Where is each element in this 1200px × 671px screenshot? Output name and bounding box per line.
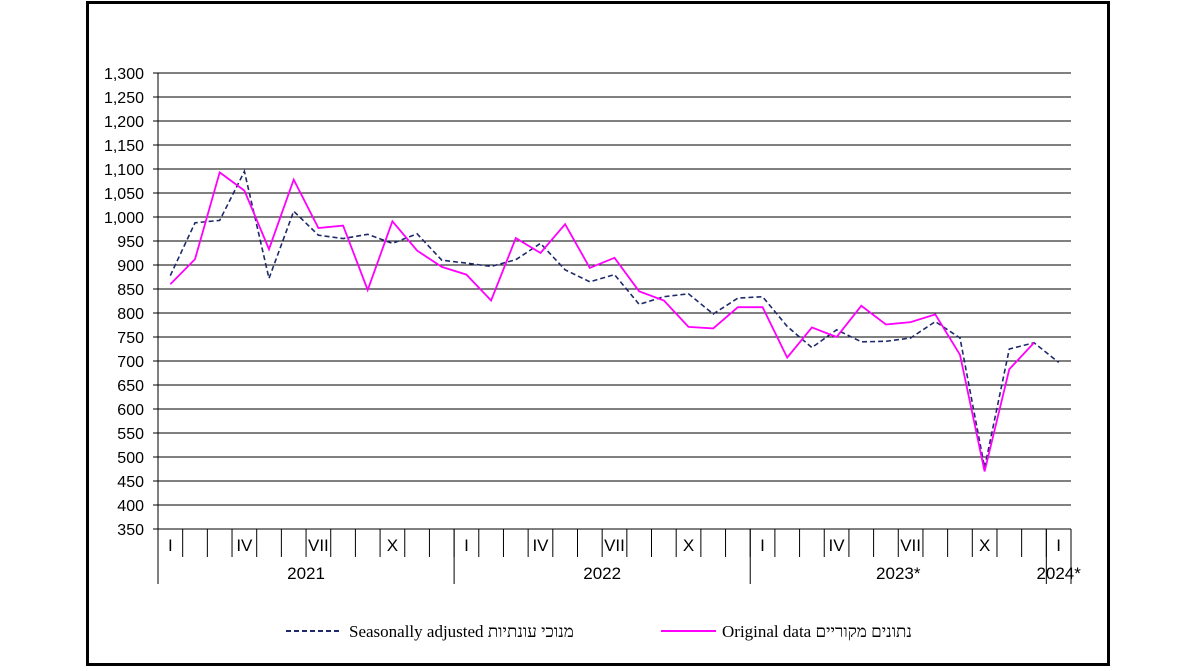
- legend-label-original: Original data נתונים מקוריים: [722, 622, 912, 641]
- series-line-original-data: [169, 170, 1035, 472]
- y-tick-label: 1,100: [104, 162, 144, 179]
- y-tick-label: 850: [117, 282, 144, 299]
- month-tick-label: IV: [236, 536, 253, 555]
- month-tick-label: VII: [900, 536, 921, 555]
- y-axis: 350 400 450 500 550 600 650 700 750 800 850 900 950 1…: [104, 66, 159, 539]
- month-tick-label: X: [387, 536, 398, 555]
- y-tick-label: 800: [117, 306, 144, 323]
- y-tick-label: 600: [117, 402, 144, 419]
- y-tick-label: 1,150: [104, 138, 144, 155]
- month-tick-label: X: [979, 536, 990, 555]
- y-tick-label: 1,300: [104, 66, 144, 83]
- y-tick-label: 750: [117, 330, 144, 347]
- series-lines: [169, 169, 1060, 472]
- month-tick-label: I: [1056, 536, 1061, 555]
- gridlines: [158, 72, 1071, 530]
- month-tick-label: VII: [604, 536, 625, 555]
- y-tick-label: 1,050: [104, 186, 144, 203]
- month-tick-label: IV: [532, 536, 549, 555]
- y-tick-label: 400: [117, 498, 144, 515]
- month-tick-label: I: [168, 536, 173, 555]
- legend-label-adjusted: Seasonally adjusted מנוכי עונתיות: [349, 622, 574, 641]
- legend: Seasonally adjusted מנוכי עונתיות Origin…: [286, 622, 912, 641]
- month-tick-label: I: [464, 536, 469, 555]
- month-tick-label: X: [683, 536, 694, 555]
- y-tick-label: 1,250: [104, 90, 144, 107]
- chart-frame: 350 400 450 500 550 600 650 700 750 800 850 900 950 1…: [86, 1, 1110, 666]
- year-tick-label: 2023*: [876, 564, 921, 583]
- year-tick-label: 2024*: [1036, 564, 1081, 583]
- y-tick-label: 500: [117, 450, 144, 467]
- y-tick-label: 700: [117, 354, 144, 371]
- x-axis: I IV VII X I IV VII X I IV VII X I 2021 2022 2023* 2024*: [157, 529, 1081, 584]
- y-tick-label: 450: [117, 474, 144, 491]
- year-tick-label: 2021: [287, 564, 325, 583]
- year-tick-label: 2022: [583, 564, 621, 583]
- month-tick-label: VII: [308, 536, 329, 555]
- y-tick-label: 1,000: [104, 210, 144, 227]
- month-tick-label: I: [760, 536, 765, 555]
- y-tick-label: 1,200: [104, 114, 144, 131]
- y-tick-label: 900: [117, 258, 144, 275]
- y-tick-label: 550: [117, 426, 144, 443]
- month-tick-label: IV: [829, 536, 846, 555]
- line-chart: 350 400 450 500 550 600 650 700 750 800 850 900 950 1…: [104, 66, 1081, 641]
- y-tick-label: 950: [117, 234, 144, 251]
- series-line-seasonally-adjusted: [169, 169, 1060, 468]
- y-tick-label: 650: [117, 378, 144, 395]
- y-tick-label: 350: [117, 522, 144, 539]
